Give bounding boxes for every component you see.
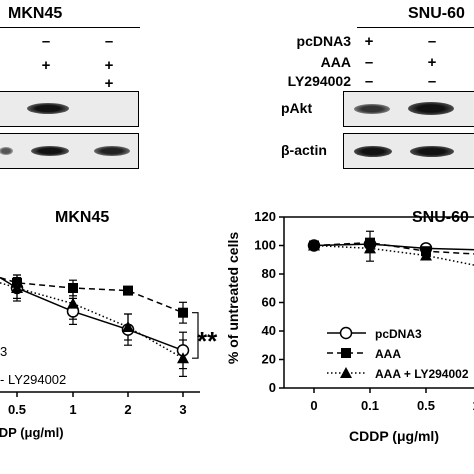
right-actin-blot: β-actin — [281, 133, 474, 169]
y-tick-label: 80 — [262, 266, 276, 281]
data-point-aaa-ly294002 — [420, 249, 432, 261]
left-actin-blot — [0, 133, 139, 169]
row-label-aaa: AAA — [320, 54, 351, 70]
band — [408, 102, 454, 115]
chart-mkn45: MKN45 0.5 1 2 3 CDDP (μg/ml) ** 3 - LY294002 — [0, 209, 218, 440]
data-point-pcdna3 — [339, 326, 353, 340]
panel-label-pakt: pAkt — [281, 100, 313, 116]
series-line — [313, 241, 474, 255]
legend-fragment: - LY294002 — [0, 372, 66, 387]
series-line — [0, 276, 184, 314]
data-point-aaa-ly294002 — [177, 352, 189, 364]
x-tick-label: 1 — [472, 398, 474, 413]
data-point-aaa-ly294002 — [67, 297, 79, 309]
data-point-aaa — [68, 283, 78, 293]
x-tick-label: 1 — [69, 402, 76, 417]
data-point-aaa-ly294002 — [308, 239, 320, 251]
legend-label: pcDNA3 — [375, 327, 422, 341]
y-tick-label: 20 — [262, 352, 276, 367]
band — [27, 103, 69, 114]
data-point-aaa-ly294002 — [340, 367, 352, 378]
right-sign: – — [427, 33, 437, 50]
x-axis-label: CDDP (μg/ml) — [349, 428, 439, 444]
x-tick-label: 0.5 — [8, 402, 26, 417]
x-axis-label: CDDP (μg/ml) — [0, 425, 64, 440]
band — [0, 147, 13, 155]
band — [410, 146, 454, 157]
data-point-aaa — [123, 285, 133, 296]
y-tick-label: 100 — [254, 238, 276, 253]
left-sign: – — [104, 33, 114, 50]
band — [354, 104, 390, 114]
row-label-pcdna3: pcDNA3 — [296, 33, 351, 49]
band — [354, 146, 392, 157]
significance-bracket — [192, 312, 199, 359]
band — [94, 146, 130, 156]
y-tick-label: 40 — [262, 323, 276, 338]
band — [31, 146, 69, 156]
x-tick-label: 0.5 — [417, 398, 435, 413]
x-tick-label: 3 — [179, 402, 186, 417]
data-point-aaa — [341, 348, 351, 358]
legend-fragment: 3 — [0, 344, 7, 359]
y-tick-label: 120 — [254, 209, 276, 224]
x-tick-label: 2 — [124, 402, 131, 417]
y-tick-label: 60 — [262, 295, 276, 310]
right-blot-title: SNU-60 — [408, 5, 465, 22]
right-pakt-blot: pAkt — [281, 91, 474, 127]
panel-label-beta-actin: β-actin — [281, 142, 327, 158]
legend-label: AAA + LY294002 — [375, 367, 469, 381]
left-sign: – — [41, 33, 51, 50]
x-tick-label: 0.1 — [361, 398, 379, 413]
series-line — [313, 244, 474, 266]
right-sign: – — [427, 73, 437, 90]
y-axis-label: % of untreated cells — [225, 232, 241, 364]
x-tick-label: 0 — [310, 398, 317, 413]
data-point-aaa-ly294002 — [122, 321, 134, 332]
left-blot-title-line — [0, 27, 140, 28]
legend-label: AAA — [375, 347, 401, 361]
chart-title: MKN45 — [55, 209, 109, 226]
left-sign: + — [104, 75, 114, 92]
significance-stars: ** — [197, 326, 218, 356]
data-point-aaa — [178, 307, 188, 318]
left-pakt-blot — [0, 91, 139, 127]
right-sign: – — [364, 54, 374, 71]
right-blot-title-line — [357, 27, 474, 28]
y-tick-label: 0 — [269, 380, 276, 395]
left-sign: + — [41, 57, 51, 74]
series-line — [0, 282, 184, 359]
row-label-ly294002: LY294002 — [287, 73, 351, 89]
left-sign: + — [104, 57, 114, 74]
right-sign: – — [364, 73, 374, 90]
data-point-aaa-ly294002 — [11, 282, 23, 293]
right-sign: + — [427, 54, 437, 71]
left-blot-title: MKN45 — [8, 5, 63, 22]
data-point-aaa-ly294002 — [364, 242, 376, 254]
right-sign: + — [364, 33, 374, 50]
